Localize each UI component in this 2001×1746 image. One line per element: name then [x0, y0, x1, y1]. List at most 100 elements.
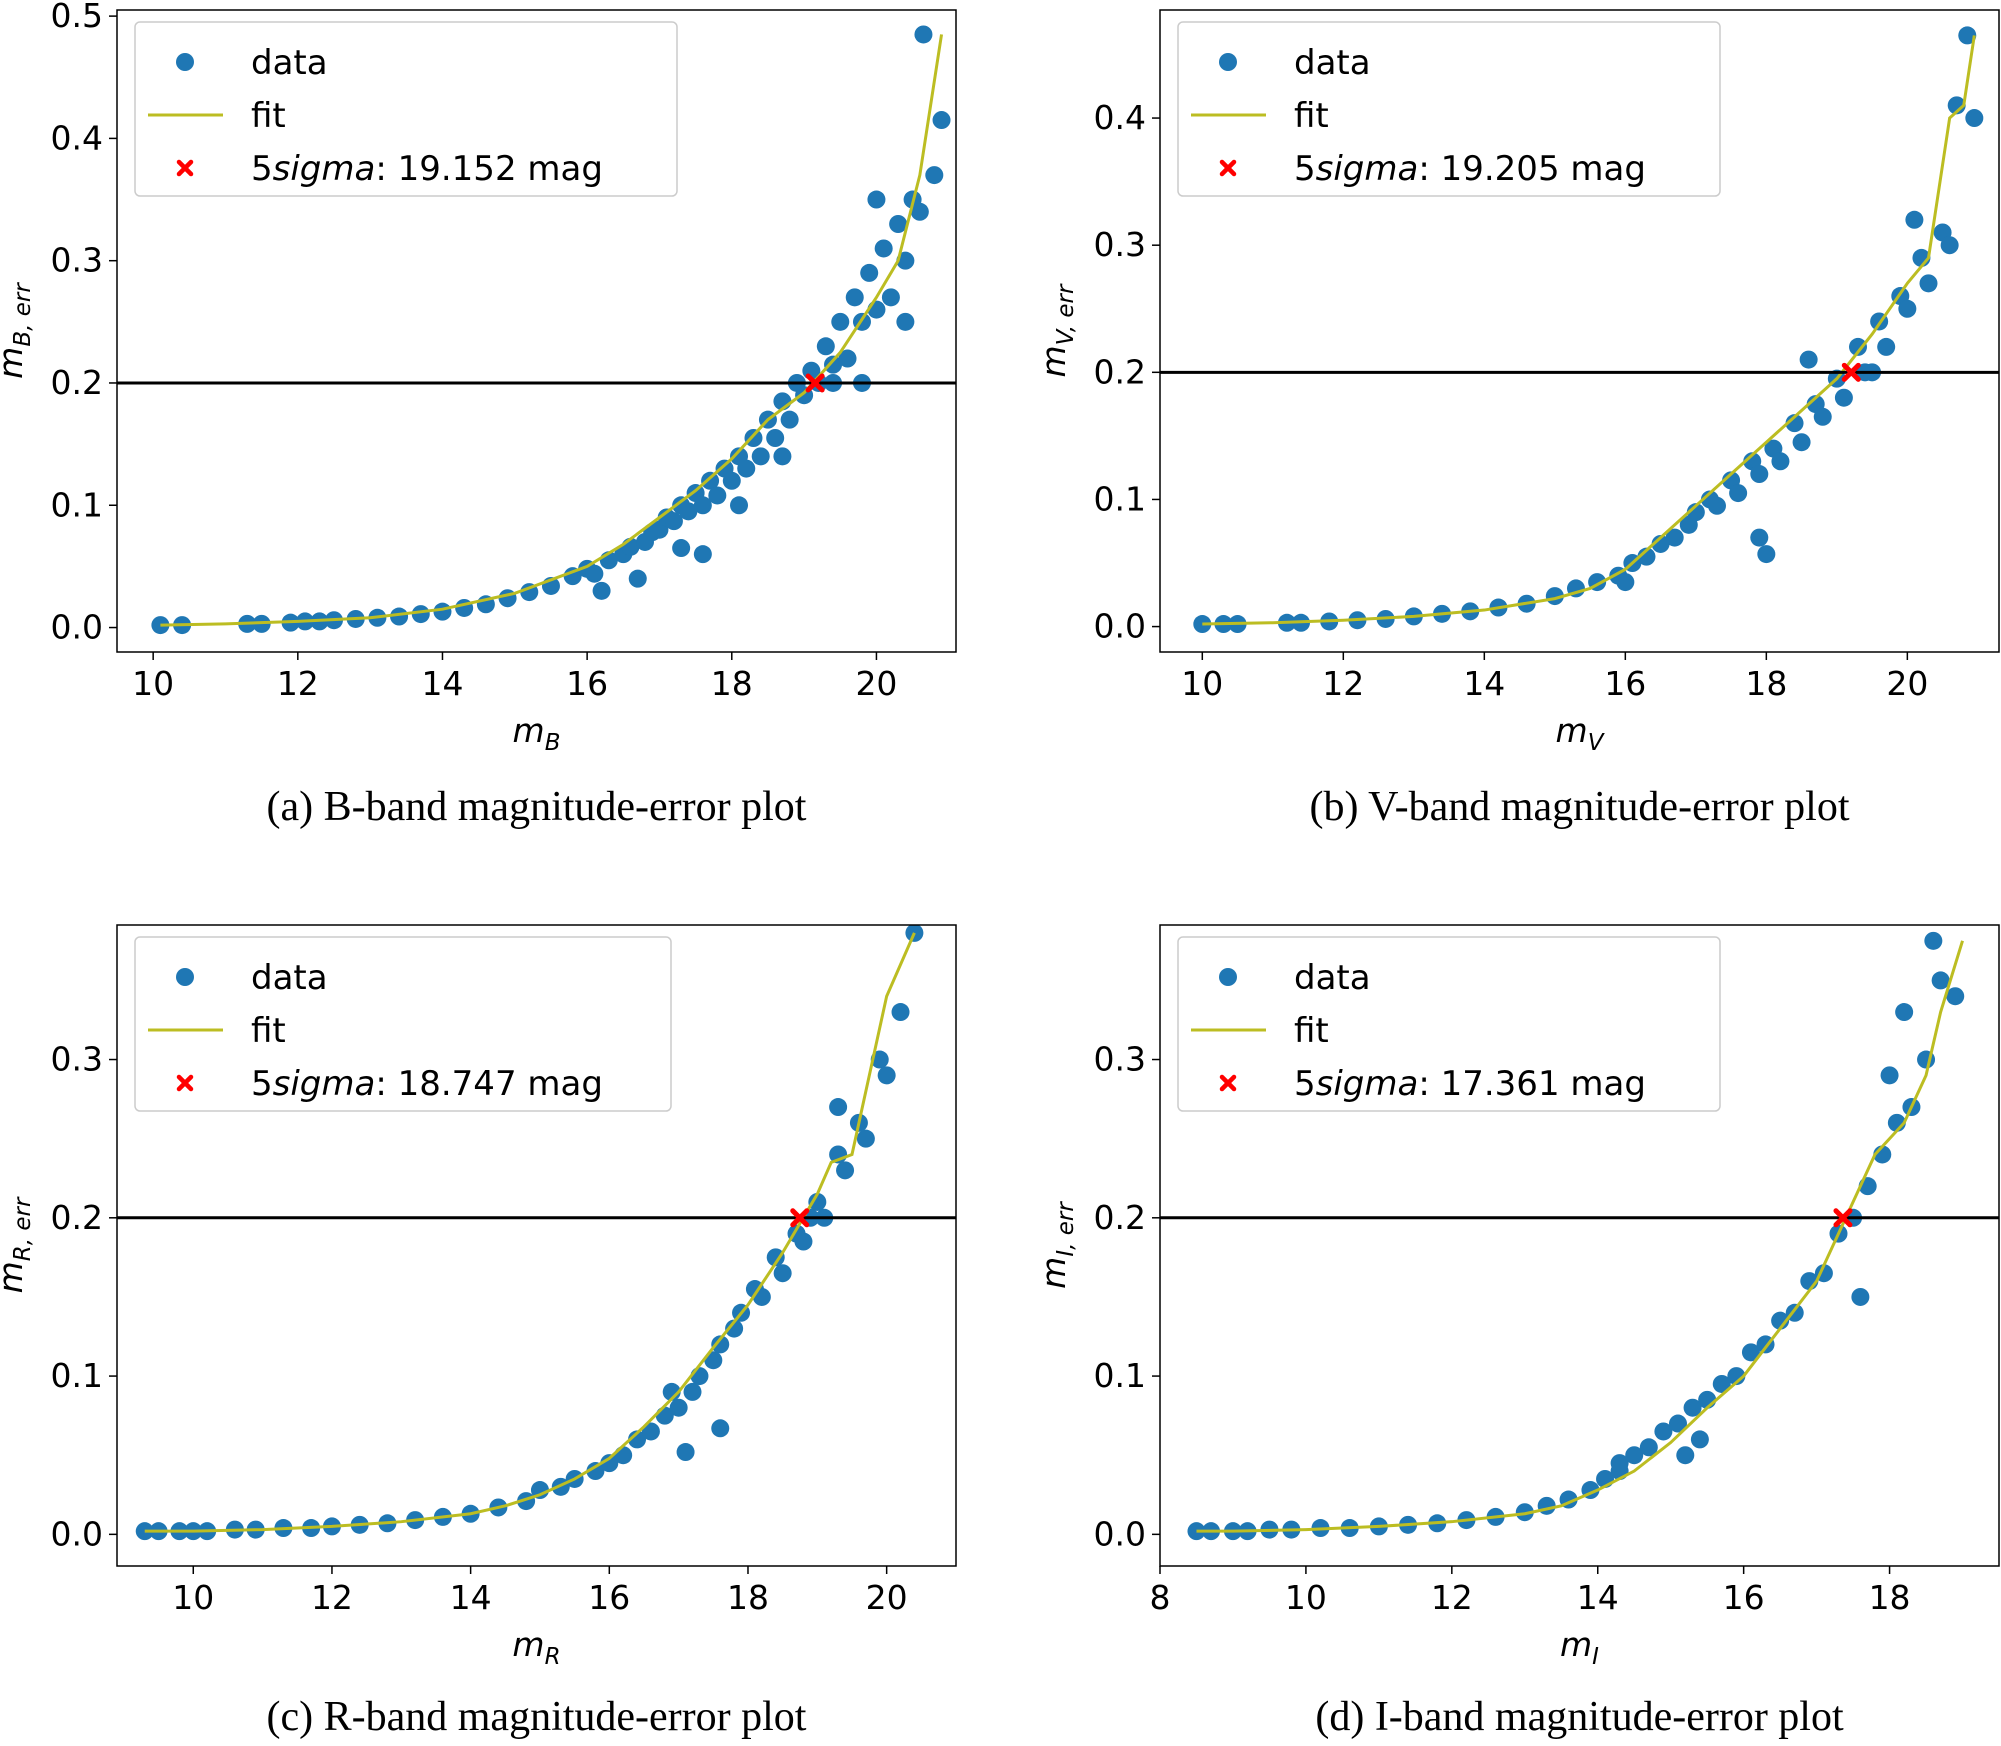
y-tick-label: 0.4: [51, 118, 103, 157]
sigma-marker: [790, 1208, 810, 1228]
data-point: [530, 1481, 549, 1500]
data-point: [1654, 1422, 1673, 1441]
fit-line: [144, 932, 916, 1533]
x-tick-label: 12: [1322, 664, 1364, 703]
data-point: [1771, 452, 1790, 471]
data-point: [867, 190, 886, 209]
x-tick-label: 16: [566, 664, 608, 703]
data-point: [773, 447, 792, 466]
sigma-marker: [1841, 362, 1861, 382]
data-point: [390, 607, 409, 626]
y-tick-label: 0.3: [51, 241, 103, 280]
data-point: [1750, 465, 1769, 484]
y-axis-label-main: m: [0, 1261, 30, 1293]
x-axis-label-sub: B: [545, 730, 561, 756]
data-point: [1668, 1414, 1687, 1433]
data-point: [592, 581, 611, 600]
plot-area: [117, 25, 956, 635]
y-axis-label: mB, err: [0, 282, 36, 379]
data-point: [914, 25, 933, 44]
y-tick-label: 0.3: [1094, 1040, 1146, 1079]
sigma-marker: [1833, 1208, 1853, 1228]
y-tick-label: 0.2: [51, 1198, 103, 1237]
x-tick-label: 18: [711, 664, 753, 703]
data-point: [1616, 573, 1635, 592]
legend-box: [1177, 21, 1721, 197]
data-point: [744, 429, 763, 447]
y-tick-label: 0.2: [51, 363, 103, 402]
x-axis-label: mI: [1560, 1625, 1599, 1670]
data-point: [1958, 26, 1977, 45]
legend-box: [1177, 936, 1721, 1112]
legend-fit-label: fit: [251, 1011, 286, 1051]
legend-fit-label: fit: [251, 96, 286, 136]
panel-caption: (d) I-band magnitude-error plot: [1315, 1694, 1844, 1740]
panel-caption: (a) B-band magnitude-error plot: [267, 784, 807, 830]
data-point: [766, 1248, 785, 1267]
y-axis-label-sub: V, err: [1053, 283, 1079, 345]
legend: data fit 5sigma: 19.205 mag: [1177, 21, 1721, 197]
data-point: [628, 569, 647, 588]
sigma-marker: [805, 373, 825, 393]
data-point: [708, 486, 727, 505]
data-point: [1851, 1287, 1870, 1306]
legend-data-marker: [1219, 53, 1237, 71]
data-point: [896, 312, 915, 331]
legend-data-marker: [176, 53, 194, 71]
x-tick-label: 16: [588, 1578, 630, 1617]
legend-sigma-label: 5sigma: 19.205 mag: [1294, 149, 1646, 189]
data-point: [1651, 534, 1670, 553]
data-point: [628, 1430, 647, 1449]
data-point: [641, 1422, 660, 1441]
data-point: [932, 111, 951, 130]
data-point: [1813, 407, 1832, 426]
legend-sigma-label: 5sigma: 18.747 mag: [251, 1064, 603, 1104]
x-tick-label: 12: [1431, 1578, 1473, 1617]
legend: data fit 5sigma: 18.747 mag: [134, 936, 672, 1112]
data-point: [881, 288, 900, 307]
data-point: [433, 602, 452, 621]
data-point: [824, 355, 843, 374]
data-point: [672, 539, 691, 558]
data-point: [1931, 971, 1950, 990]
data-point: [1877, 337, 1896, 356]
legend-sigma-marker: [1219, 1074, 1237, 1092]
data-point: [498, 589, 517, 608]
data-point: [1946, 987, 1965, 1006]
data-point: [1880, 1066, 1899, 1085]
data-point: [701, 471, 720, 490]
data-point: [838, 349, 857, 368]
panel-caption: (c) R-band magnitude-error plot: [267, 1694, 807, 1740]
data-point: [711, 1419, 730, 1438]
y-axis-label-sub: B, err: [10, 282, 36, 347]
x-tick-label: 20: [1886, 664, 1928, 703]
data-point: [1750, 528, 1769, 547]
data-point: [829, 1098, 848, 1117]
axes-frame: [1159, 9, 2000, 653]
data-point: [780, 410, 799, 429]
data-point: [1683, 1398, 1702, 1417]
legend-data-marker: [1219, 968, 1237, 986]
data-point: [737, 459, 756, 478]
data-point: [751, 447, 770, 466]
x-tick-label: 12: [311, 1578, 353, 1617]
data-point: [1515, 1503, 1534, 1522]
x-axis-label-sub: V: [1588, 730, 1606, 756]
x-tick-label: 12: [277, 664, 319, 703]
plot-area: [1160, 931, 1999, 1541]
data-point: [1537, 1496, 1556, 1515]
x-axis-label-main: m: [1556, 711, 1588, 750]
y-tick-label: 0.3: [51, 1040, 103, 1079]
data-point: [722, 471, 741, 490]
data-point: [773, 1264, 792, 1283]
x-tick-label: 14: [1463, 664, 1505, 703]
data-point: [725, 1319, 744, 1338]
data-point: [1940, 236, 1959, 255]
legend-sigma-marker: [176, 1074, 194, 1092]
x-axis-label-main: m: [513, 711, 545, 750]
y-axis-label: mI, err: [1034, 1201, 1079, 1289]
y-tick-label: 0.2: [1094, 1198, 1146, 1237]
